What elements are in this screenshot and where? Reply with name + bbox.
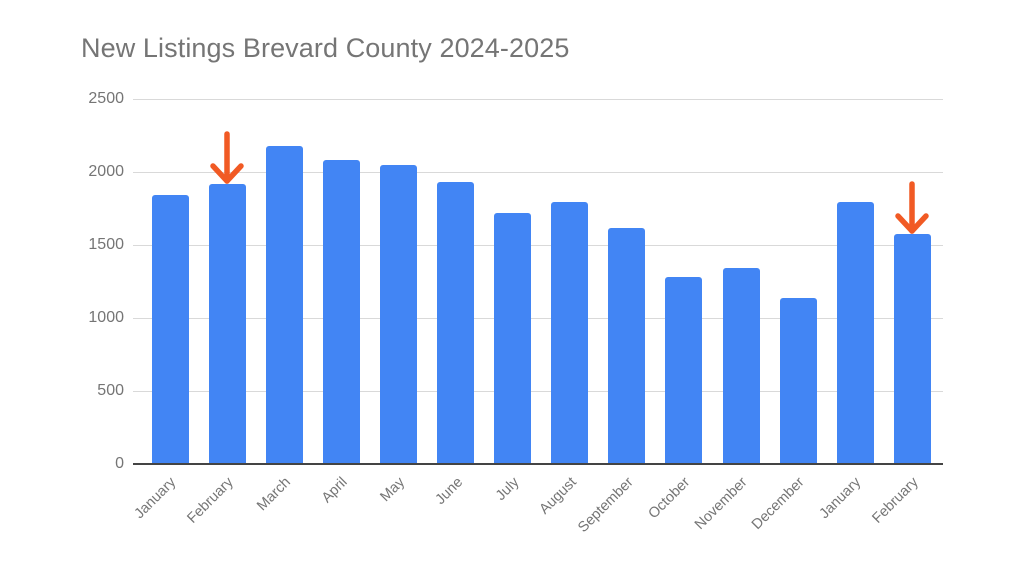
gridline — [133, 318, 943, 319]
gridline — [133, 172, 943, 173]
bar-january[interactable] — [151, 195, 189, 464]
bar-april[interactable] — [322, 160, 360, 464]
bar-march[interactable] — [265, 145, 303, 464]
x-axis-tick-label: April — [319, 474, 351, 507]
y-axis-tick-label: 2500 — [88, 90, 124, 107]
bar-september[interactable] — [608, 228, 646, 464]
bar-february[interactable] — [893, 234, 931, 464]
chart-title: New Listings Brevard County 2024-2025 — [81, 33, 570, 63]
y-axis-tick-label: 500 — [97, 382, 124, 399]
x-axis-tick-label: May — [377, 474, 409, 506]
bar-june[interactable] — [437, 182, 474, 464]
gridline — [133, 245, 943, 246]
bar-july[interactable] — [494, 212, 532, 464]
bar-february[interactable] — [208, 183, 246, 464]
bar-august[interactable] — [551, 201, 589, 464]
x-axis-tick-label: February — [184, 474, 237, 527]
x-axis-tick-label: October — [645, 474, 694, 523]
bar-may[interactable] — [379, 165, 417, 464]
x-axis-tick-label: February — [869, 474, 922, 527]
x-axis-tick-label: January — [816, 474, 865, 523]
bar-december[interactable] — [779, 298, 817, 464]
x-axis-tick-label: September — [574, 474, 637, 536]
bar-october[interactable] — [665, 277, 703, 464]
y-axis-tick-label: 2000 — [88, 163, 124, 180]
down-arrow-icon — [895, 181, 930, 234]
x-axis-tick-label: July — [492, 474, 523, 504]
bar-january[interactable] — [836, 201, 874, 464]
x-axis-tick-label: August — [536, 474, 580, 518]
x-axis-tick-label: January — [131, 474, 180, 523]
y-axis-tick-label: 1000 — [88, 309, 124, 326]
y-axis-tick-label: 1500 — [88, 236, 124, 253]
gridline — [133, 99, 943, 100]
down-arrow-icon — [210, 130, 244, 184]
bar-november[interactable] — [722, 267, 760, 464]
x-axis-line — [133, 463, 943, 465]
gridline — [133, 391, 943, 392]
y-axis-tick-label: 0 — [115, 455, 124, 472]
x-axis-tick-label: March — [254, 474, 295, 515]
x-axis-tick-label: June — [432, 474, 466, 508]
x-axis-tick-label: November — [691, 474, 751, 533]
x-axis-tick-label: December — [749, 474, 808, 533]
